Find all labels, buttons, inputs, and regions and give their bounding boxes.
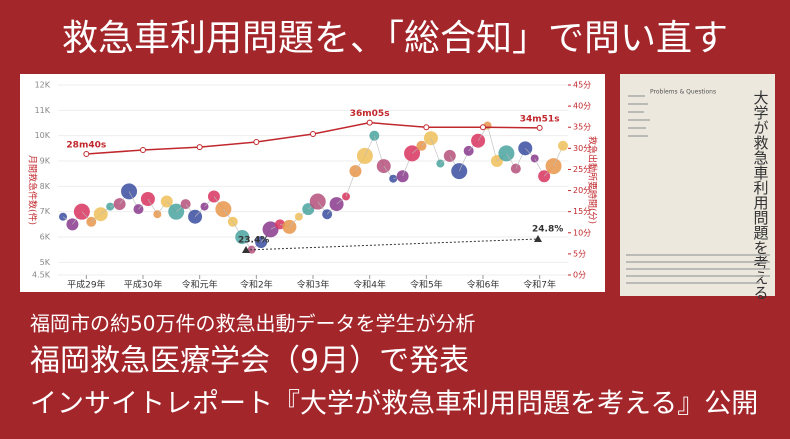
line-point (253, 139, 260, 145)
y2-tick-label: 0分 (573, 271, 586, 280)
y-tick-label: 6K (40, 233, 51, 242)
y-tick-label: 8K (40, 182, 51, 191)
x-tick-label: 平成29年 (67, 279, 105, 291)
y2-tick-label: 30分 (573, 144, 591, 153)
line-point (366, 119, 373, 126)
line-point (480, 124, 486, 131)
x-tick-label: 平成30年 (124, 279, 162, 291)
trend-marker (534, 235, 542, 242)
line-point (196, 144, 203, 151)
book-title: 大学が救急車利用問題を考える (752, 90, 770, 300)
chart-panel (20, 74, 605, 292)
book-text-lines (626, 95, 770, 284)
x-tick-label: 令和3年 (297, 279, 330, 291)
value-label: 34m51s (520, 114, 560, 124)
x-tick-label: 令和5年 (410, 279, 443, 291)
y-tick-label: 7K (40, 207, 51, 216)
bubble-link (430, 138, 441, 164)
trend-label: 24.8% (532, 225, 563, 235)
x-tick-label: 令和2年 (240, 279, 273, 291)
line-point (83, 150, 90, 157)
x-tick-label: 令和7年 (523, 279, 556, 291)
trend-label: 23.4% (238, 236, 269, 246)
line-point (536, 124, 543, 131)
y2-tick-label: 25分 (573, 165, 591, 174)
bubble-link (487, 125, 498, 162)
bubble (558, 140, 568, 151)
y2-axis-label: 救急出動所要時間(分) (587, 136, 599, 224)
line-point (310, 130, 316, 137)
y2-tick-label: 20分 (573, 186, 591, 195)
y2-tick-label: 10分 (573, 228, 591, 237)
caption-line: インサイトレポート『大学が救急車利用問題を考える』公開 (30, 389, 758, 420)
y-tick-label: 12K (35, 81, 51, 90)
book-subtitle: Problems & Questions (650, 89, 716, 96)
y2-tick-label: 35分 (573, 123, 591, 132)
y-tick-label: 10K (35, 131, 51, 140)
y-tick-label: 11K (35, 106, 51, 115)
y2-tick-label: 15分 (573, 207, 591, 216)
y-axis-label: 月間救急件数(件) (27, 155, 39, 225)
x-tick-label: 令和元年 (182, 279, 218, 291)
line-point (423, 124, 430, 131)
y2-tick-label: 5分 (573, 249, 586, 258)
caption-line: 福岡救急医療学会（9月）で発表 (30, 344, 469, 379)
x-tick-label: 令和4年 (353, 279, 386, 291)
y-tick-label: 4.5K (32, 271, 51, 280)
y-tick-label: 5K (40, 258, 51, 267)
value-label: 36m05s (350, 109, 390, 119)
line-point (140, 147, 146, 154)
book: Problems & Questions 大学が救急車利用問題を考える (620, 74, 775, 300)
trend-line (245, 238, 539, 251)
y-tick-label: 9K (40, 157, 51, 166)
trend-marker (242, 246, 250, 253)
value-label: 28m40s (66, 140, 106, 150)
caption-line: 福岡市の約50万件の救急出動データを学生が分析 (30, 312, 475, 336)
y2-tick-label: 40分 (573, 102, 591, 111)
book-cover (620, 74, 775, 296)
x-tick-label: 令和6年 (467, 279, 500, 291)
y2-tick-label: 45分 (573, 81, 591, 90)
banner-title: 救急車利用問題を、「総合知」で問い直す (62, 18, 728, 59)
